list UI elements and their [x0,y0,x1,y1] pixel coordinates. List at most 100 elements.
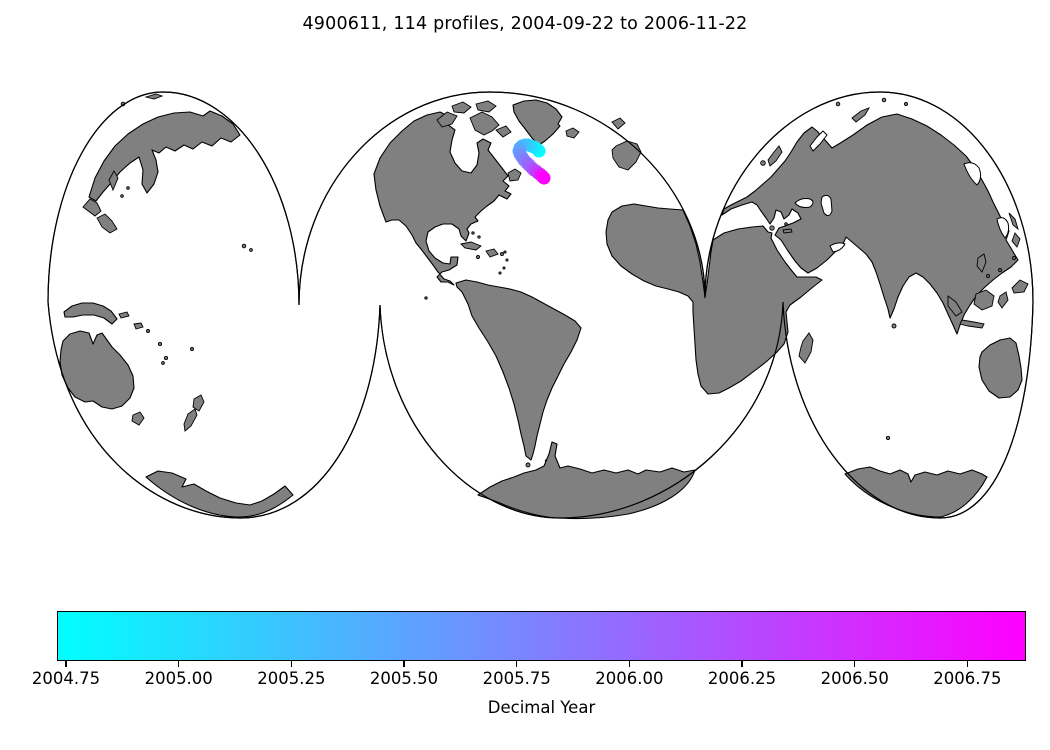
land-north-america [373,111,512,286]
sea-of-okhotsk [963,162,982,186]
pacific-islet [161,361,165,365]
land-tasmania [131,411,145,426]
land-tierra-del-fuego [525,462,531,468]
float-trajectory [512,138,551,185]
colorbar [57,611,1026,661]
land-cuba [460,241,482,251]
land-siberia [88,110,241,202]
kuril-island [120,194,124,198]
arctic-islet [881,97,887,103]
black-sea [794,198,814,208]
philippines-islet [986,274,990,278]
antilles-islet [498,271,502,275]
melanesia-islet [133,322,144,330]
land-australia-east-lobe [978,337,1023,399]
land-japan-honshu [96,213,118,234]
land-iberia-west-lobe [611,140,642,171]
arctic-islet [835,101,841,107]
arctic-archipelago [451,101,472,114]
land-sulawesi [997,291,1009,309]
sea-of-japan [996,217,1010,239]
land-madagascar [798,332,814,364]
land-java [959,319,985,329]
land-galapagos [424,296,428,300]
land-greenland [512,99,563,146]
land-antarctica-middle [477,441,696,520]
colorbar-tick-label: 2006.75 [933,669,1002,688]
land-new-guinea-east [1011,279,1029,294]
land-japan-east-lobe [1011,232,1021,248]
colorbar-tick-label: 2005.00 [144,669,213,688]
colorbar-tick-label: 2004.75 [31,669,101,688]
antilles-islet [502,266,506,270]
land-antarctica-west [145,470,294,518]
colorbar-tick-label: 2005.50 [369,669,439,688]
colorbar-tick [65,661,67,667]
colorbar-tick [853,661,856,667]
colorbar-axis-label: Decimal Year [487,698,596,717]
colorbar-tick [290,661,293,667]
antilles-islet [505,258,509,262]
land-taiwan [1012,256,1016,260]
melanesia-islet [118,311,130,319]
arctic-archipelago [436,111,458,128]
arctic-sliver [144,93,164,100]
land-sumatra [947,295,963,317]
land-jamaica [476,255,480,259]
profile-point [537,171,551,185]
land-hainan [998,268,1002,272]
colorbar-tick-label: 2005.25 [257,669,326,688]
pacific-islet [163,355,169,361]
land-newfoundland [507,168,522,182]
colorbar-tick-label: 2006.00 [595,669,664,688]
pacific-islet [146,329,150,333]
land-sakhalin [108,170,119,192]
land-philippines [976,253,987,273]
colorbar-tick-label: 2005.75 [482,669,551,688]
land-nz-north [192,394,205,412]
land-hispaniola [485,248,499,258]
land-britain [767,145,783,167]
land-kerguelen [885,435,891,441]
land-layer [59,93,1029,520]
map-boundary-overlay [47,91,1034,519]
colorbar-tick [403,661,405,667]
colorbar-tick-label: 2006.25 [707,669,777,688]
figure-title: 4900611, 114 profiles, 2004-09-22 to 200… [302,14,748,34]
land-borneo [973,289,995,311]
colorbar-tick-label: 2006.50 [820,669,889,688]
colorbar-tick [966,661,969,667]
land-eurasia [721,113,1019,335]
kuril-island [126,186,130,190]
land-ireland [760,160,766,166]
land-nz-south [183,408,198,432]
persian-gulf [829,242,846,253]
colorbar-tick [628,661,631,667]
land-svalbard [851,107,871,123]
land-baffin [469,111,500,136]
land-crete [782,228,793,234]
hawaii-islet [249,248,253,252]
land-iceland [565,127,580,139]
pacific-islet [157,341,163,347]
colorbar-tick [515,661,518,667]
bahamas-islet [471,231,475,235]
arctic-archipelago [495,125,512,138]
land-sicily [769,225,775,231]
land-africa [605,203,823,395]
colorbar-tick [741,661,743,667]
land-new-guinea [63,302,118,325]
land-puerto-rico [500,252,504,256]
land-cyprus [784,222,788,226]
baltic-sea [809,130,828,152]
hawaii-islet [241,243,247,249]
land-japan-east-lobe [1008,212,1019,231]
land-japan-hokkaido [82,198,102,217]
caspian-sea [820,194,833,217]
land-britain-west-lobe [611,117,626,130]
arctic-islet [904,102,908,106]
antilles-islet [503,250,507,254]
land-south-america [455,279,582,461]
